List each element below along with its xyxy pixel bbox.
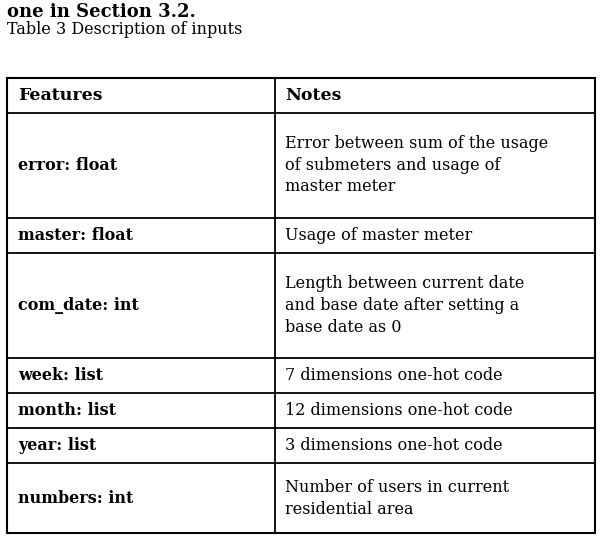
Text: Usage of master meter: Usage of master meter bbox=[285, 227, 473, 244]
Text: and base date after setting a: and base date after setting a bbox=[285, 297, 520, 314]
Text: 7 dimensions one-hot code: 7 dimensions one-hot code bbox=[285, 367, 503, 384]
Text: week: list: week: list bbox=[18, 367, 103, 384]
Text: Length between current date: Length between current date bbox=[285, 276, 525, 293]
Text: 3 dimensions one-hot code: 3 dimensions one-hot code bbox=[285, 437, 503, 454]
Text: master meter: master meter bbox=[285, 178, 396, 196]
Text: year: list: year: list bbox=[18, 437, 96, 454]
Text: error: float: error: float bbox=[18, 157, 117, 174]
Text: Error between sum of the usage: Error between sum of the usage bbox=[285, 135, 548, 152]
Text: month: list: month: list bbox=[18, 402, 116, 419]
Text: numbers: int: numbers: int bbox=[18, 490, 134, 507]
Text: Features: Features bbox=[18, 87, 102, 104]
Text: Notes: Notes bbox=[285, 87, 342, 104]
Text: one in Section 3.2.: one in Section 3.2. bbox=[7, 3, 196, 21]
Text: 12 dimensions one-hot code: 12 dimensions one-hot code bbox=[285, 402, 513, 419]
Text: of submeters and usage of: of submeters and usage of bbox=[285, 157, 501, 174]
Text: base date as 0: base date as 0 bbox=[285, 318, 402, 336]
Bar bbox=[7, 78, 595, 533]
Text: com_date: int: com_date: int bbox=[18, 297, 139, 314]
Text: Table 3 Description of inputs: Table 3 Description of inputs bbox=[7, 21, 243, 39]
Text: master: float: master: float bbox=[18, 227, 133, 244]
Text: Number of users in current: Number of users in current bbox=[285, 479, 509, 496]
Text: residential area: residential area bbox=[285, 501, 414, 518]
